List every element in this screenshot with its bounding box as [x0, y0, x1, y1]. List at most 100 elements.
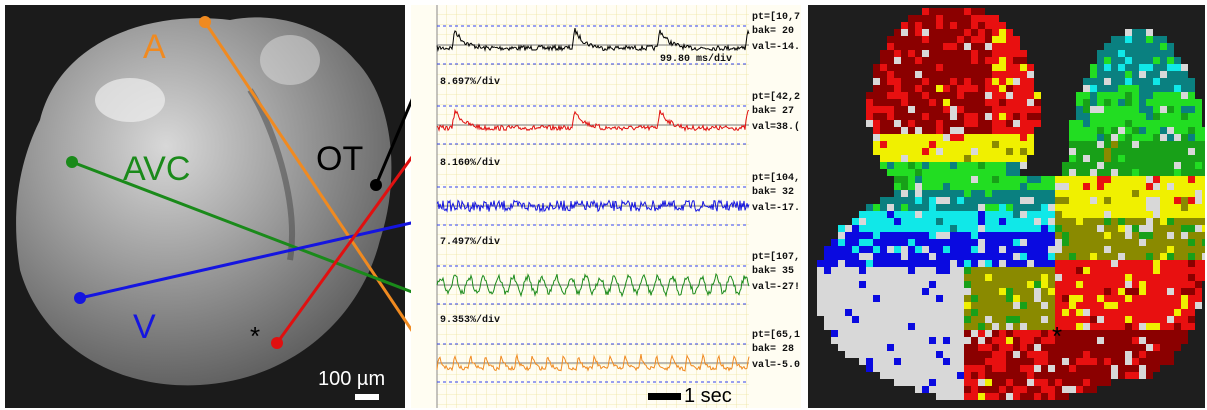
map-cell [1132, 36, 1139, 43]
map-cell [1146, 330, 1153, 337]
trace-bak: bak= 20 [752, 25, 794, 37]
map-cell [1181, 302, 1188, 309]
map-cell [978, 211, 985, 218]
map-cell [1083, 330, 1090, 337]
map-cell [1104, 92, 1111, 99]
map-cell [1027, 127, 1034, 134]
map-cell [1034, 386, 1041, 393]
map-cell [1083, 162, 1090, 169]
map-cell [1041, 288, 1048, 295]
map-cell [929, 197, 936, 204]
map-cell [1083, 316, 1090, 323]
map-cell [971, 99, 978, 106]
map-cell [1132, 281, 1139, 288]
map-cell [1181, 295, 1188, 302]
map-cell [978, 134, 985, 141]
map-cell [880, 351, 887, 358]
map-cell [1041, 351, 1048, 358]
map-cell [1202, 204, 1205, 211]
map-cell [929, 92, 936, 99]
map-cell [1076, 169, 1083, 176]
map-cell [999, 337, 1006, 344]
map-cell [901, 85, 908, 92]
map-cell [957, 155, 964, 162]
map-cell [999, 239, 1006, 246]
map-cell [1062, 295, 1069, 302]
map-cell [992, 288, 999, 295]
map-cell [929, 85, 936, 92]
map-cell [957, 309, 964, 316]
map-cell [1181, 141, 1188, 148]
map-cell [1020, 127, 1027, 134]
map-cell [887, 281, 894, 288]
map-cell [1125, 239, 1132, 246]
map-cell [1188, 197, 1195, 204]
map-cell [894, 162, 901, 169]
map-cell [1146, 211, 1153, 218]
trace-val: val=-5.0 [752, 359, 800, 371]
map-cell [915, 43, 922, 50]
map-cell [1104, 211, 1111, 218]
map-cell [901, 316, 908, 323]
map-cell [1111, 169, 1118, 176]
map-cell [936, 267, 943, 274]
map-cell [908, 141, 915, 148]
map-cell [1090, 141, 1097, 148]
map-cell [838, 316, 845, 323]
map-cell [936, 106, 943, 113]
map-cell [1195, 288, 1202, 295]
map-cell [1174, 330, 1181, 337]
map-cell [1202, 253, 1205, 260]
map-cell [845, 267, 852, 274]
map-cell [1006, 134, 1013, 141]
map-cell [1048, 372, 1055, 379]
map-cell [831, 260, 838, 267]
trace-pt: pt=[42,2 [752, 91, 800, 103]
map-cell [1069, 281, 1076, 288]
map-cell [922, 225, 929, 232]
map-cell [964, 78, 971, 85]
map-cell [936, 8, 943, 15]
map-cell [950, 351, 957, 358]
map-cell [1132, 176, 1139, 183]
map-cell [943, 141, 950, 148]
map-cell [887, 148, 894, 155]
map-cell [1111, 162, 1118, 169]
map-cell [950, 15, 957, 22]
map-cell [1027, 358, 1034, 365]
map-cell [1020, 50, 1027, 57]
map-cell [901, 36, 908, 43]
map-cell [1188, 246, 1195, 253]
map-cell [859, 239, 866, 246]
map-cell [873, 85, 880, 92]
map-cell [922, 365, 929, 372]
map-cell [887, 239, 894, 246]
map-cell [1153, 211, 1160, 218]
map-cell [1167, 204, 1174, 211]
map-cell [964, 323, 971, 330]
trace-bak: bak= 35 [752, 265, 794, 277]
map-cell [1041, 295, 1048, 302]
map-cell [1013, 197, 1020, 204]
map-cell [1013, 218, 1020, 225]
map-cell [873, 323, 880, 330]
map-cell [964, 372, 971, 379]
probe-line-v [79, 216, 434, 300]
map-cell [1125, 43, 1132, 50]
map-cell [1132, 225, 1139, 232]
map-cell [1160, 57, 1167, 64]
map-cell [1132, 120, 1139, 127]
map-cell [1069, 309, 1076, 316]
map-cell [915, 365, 922, 372]
map-cell [985, 232, 992, 239]
map-cell [1111, 204, 1118, 211]
map-cell [1118, 176, 1125, 183]
map-cell [999, 365, 1006, 372]
map-cell [1160, 344, 1167, 351]
map-cell [1034, 197, 1041, 204]
map-cell [1160, 50, 1167, 57]
map-cell [1188, 323, 1195, 330]
map-cell [1097, 225, 1104, 232]
map-cell [915, 120, 922, 127]
map-cell [978, 8, 985, 15]
